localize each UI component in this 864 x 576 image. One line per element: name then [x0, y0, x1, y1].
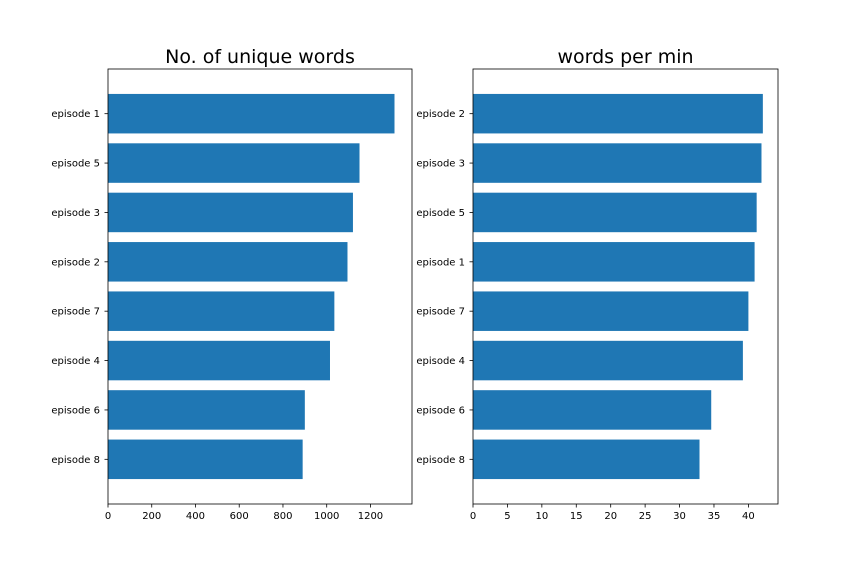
y-tick-label: episode 5 [51, 159, 100, 170]
x-tick-label: 15 [570, 511, 583, 522]
x-tick-label: 0 [470, 511, 476, 522]
y-tick-label: episode 4 [51, 356, 100, 367]
bar-episode-1 [473, 242, 755, 282]
bar-episode-6 [473, 390, 712, 430]
y-tick-label: episode 8 [416, 455, 465, 466]
chart-title: words per min [557, 46, 693, 68]
bar-episode-7 [108, 291, 335, 331]
x-tick-label: 30 [673, 511, 686, 522]
y-tick-label: episode 3 [51, 208, 100, 219]
x-tick-label: 25 [639, 511, 652, 522]
x-tick-label: 0 [105, 511, 111, 522]
y-tick-label: episode 1 [416, 257, 465, 268]
bar-episode-8 [473, 439, 700, 480]
y-tick-label: episode 5 [416, 208, 465, 219]
bar-episode-3 [473, 143, 762, 183]
x-tick-label: 5 [504, 511, 510, 522]
y-tick-label: episode 4 [416, 356, 465, 367]
y-tick-label: episode 7 [416, 307, 465, 318]
y-tick-label: episode 2 [416, 109, 465, 120]
words-per-min-chart: episode 2 episode 3 episode 5 episode 1 epis… [416, 46, 779, 522]
x-tick-label: 35 [708, 511, 721, 522]
x-tick-label: 1200 [358, 511, 383, 522]
chart-title: No. of unique words [165, 46, 355, 68]
x-tick-label: 400 [186, 511, 205, 522]
x-tick-label: 200 [142, 511, 161, 522]
x-tick-label: 1000 [314, 511, 339, 522]
y-tick-label: episode 2 [51, 257, 100, 268]
y-tick-label: episode 3 [416, 159, 465, 170]
x-tick-label: 10 [535, 511, 548, 522]
bar-episode-4 [108, 340, 330, 381]
axes-frame [107, 68, 413, 505]
y-tick-label: episode 6 [51, 405, 100, 416]
bar-episode-3 [108, 192, 353, 233]
unique-words-chart: episode 1 episode 5 episode 3 episode 2 epis… [51, 46, 413, 522]
x-tick-label: 800 [273, 511, 292, 522]
bar-episode-5 [108, 143, 360, 183]
y-tick-label: episode 6 [416, 405, 465, 416]
x-tick-label: 20 [604, 511, 617, 522]
bar-episode-7 [473, 291, 749, 331]
x-tick-label: 600 [230, 511, 249, 522]
y-tick-label: episode 8 [51, 455, 100, 466]
bar-episode-2 [108, 242, 348, 282]
bar-episode-5 [473, 192, 757, 233]
y-tick-label: episode 7 [51, 307, 100, 318]
x-tick-label: 40 [742, 511, 755, 522]
bar-episode-4 [473, 340, 743, 381]
bar-episode-1 [108, 93, 395, 134]
bar-episode-6 [108, 390, 305, 430]
axes-frame [472, 68, 779, 505]
y-tick-label: episode 1 [51, 109, 100, 120]
bar-episode-2 [473, 93, 763, 134]
bar-episode-8 [108, 439, 303, 480]
